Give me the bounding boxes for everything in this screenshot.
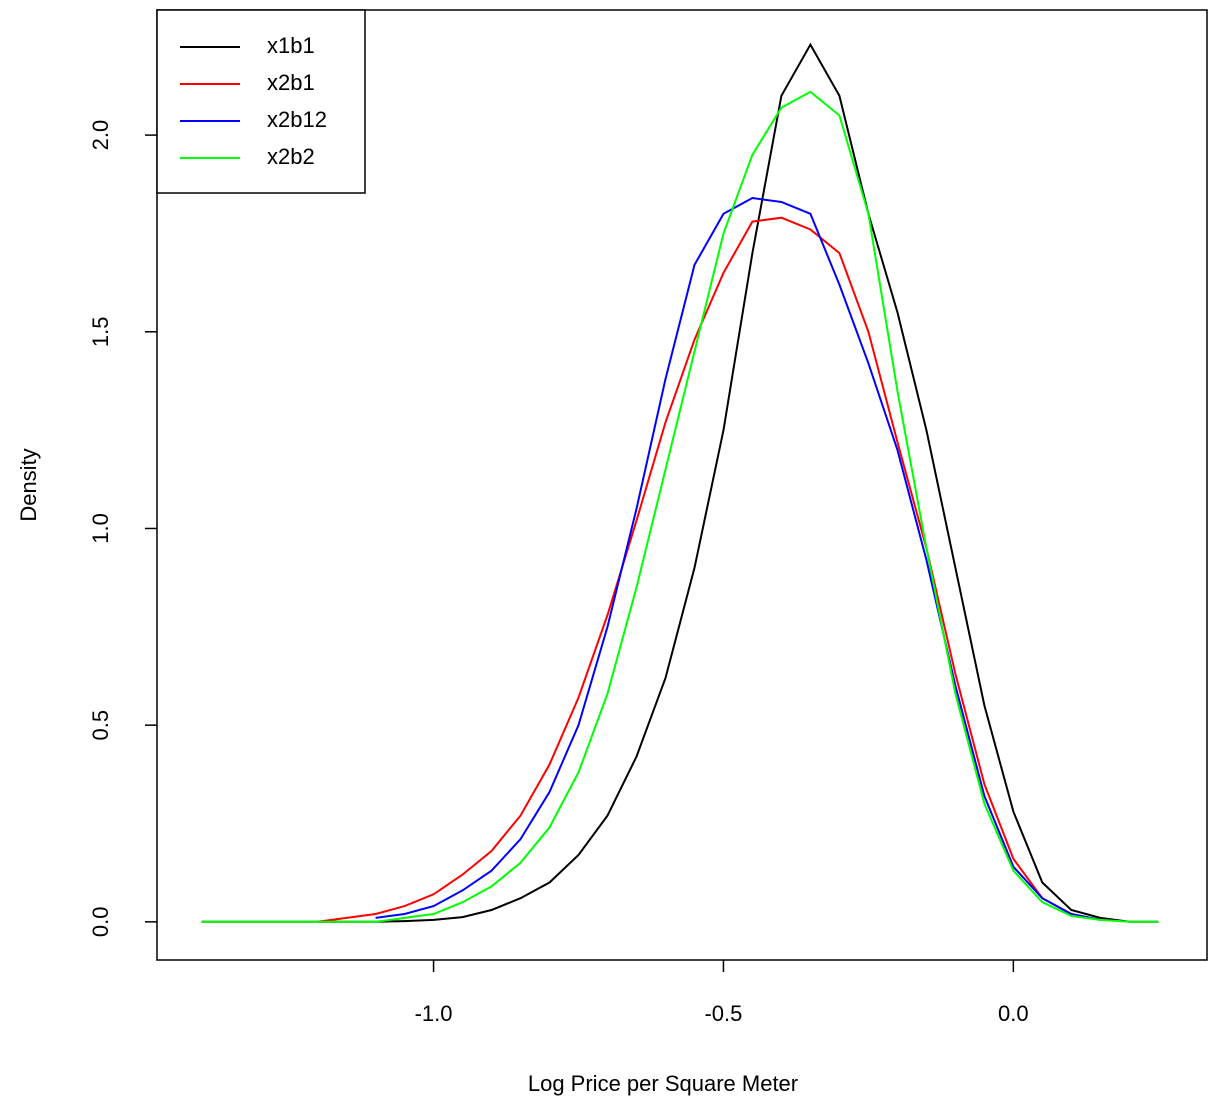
legend-label: x2b2 — [267, 144, 315, 169]
legend-label: x1b1 — [267, 33, 315, 58]
density-line — [317, 216, 1101, 923]
y-tick-label: 2.0 — [88, 120, 113, 151]
y-tick-label: 1.5 — [88, 316, 113, 347]
x-tick-label: 0.0 — [998, 1001, 1029, 1026]
legend-label: x2b12 — [267, 107, 327, 132]
y-tick-label: 0.0 — [88, 907, 113, 938]
plot-frame — [156, 9, 1208, 961]
x-tick-label: -1.0 — [415, 1001, 453, 1026]
y-tick-label: 0.5 — [88, 710, 113, 741]
y-tick-label: 1.0 — [88, 513, 113, 544]
legend-label: x2b1 — [267, 70, 315, 95]
density-line — [201, 90, 1159, 923]
x-axis-label: Log Price per Square Meter — [528, 1071, 798, 1096]
y-axis-label: Density — [16, 448, 41, 521]
x-tick-label: -0.5 — [704, 1001, 742, 1026]
legend-box — [156, 9, 366, 194]
density-line — [375, 196, 1101, 921]
